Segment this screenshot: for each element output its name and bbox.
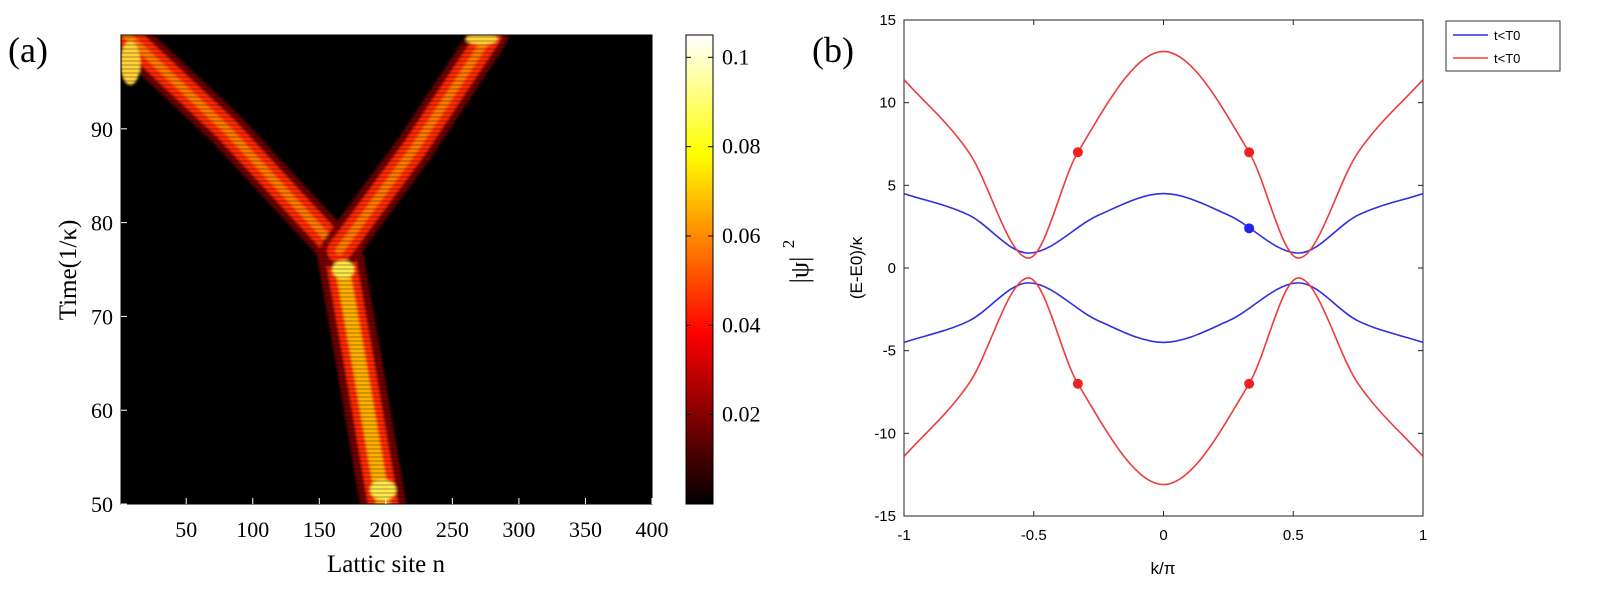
line-plot-markers [1072, 147, 1255, 389]
line-plot-curves [904, 50, 1423, 486]
colorbar-tick-label: 0.06 [722, 223, 761, 248]
heatmap-x-tick-label: 50 [175, 517, 197, 542]
colorbar-tick-label: 0.1 [722, 44, 750, 69]
line-plot-x-axis-label: k/π [1151, 559, 1176, 578]
heatmap-y-tick-label: 50 [91, 492, 113, 517]
heatmap-trunk-core [332, 243, 391, 504]
line-plot-y-axis-label: (E-E0)/κ [847, 236, 866, 299]
line-plot-y-ticks: -15 -10 -5 0 5 10 15 [874, 12, 1423, 525]
heatmap-x-tick-label: 200 [369, 517, 402, 542]
heatmap-hotspot [465, 35, 498, 45]
heatmap-y-axis-label: Time(1/κ) [55, 220, 82, 321]
heatmap-hotspot [370, 479, 397, 500]
heatmap-x-ticks: 50 100 150 200 250 300 350 400 [175, 498, 669, 542]
line-plot-x-tick-label: 1 [1419, 527, 1427, 544]
band-curve-3 [904, 277, 1423, 486]
colorbar-label-text: |ψ| [785, 257, 814, 284]
band-marker [1244, 147, 1255, 158]
heatmap-hotspot [121, 41, 141, 86]
heatmap-y-tick-label: 60 [91, 398, 113, 423]
heatmap-y-tick-label: 80 [91, 211, 113, 236]
heatmap-x-tick-label: 400 [636, 517, 669, 542]
line-plot-y-tick-label: 0 [888, 260, 896, 277]
heatmap-hotspot [332, 260, 355, 279]
band-marker [1072, 147, 1083, 158]
line-plot-y-tick-label: 10 [879, 95, 896, 112]
band-curve-0 [904, 192, 1423, 254]
heatmap-x-axis-label: Lattic site n [327, 551, 446, 578]
line-plot-x-tick-label: 0.5 [1283, 527, 1304, 544]
heatmap-y-ticks: 50 60 70 80 90 [91, 117, 127, 517]
legend-box [1445, 20, 1561, 72]
legend-entry-red-label: t<T0 [1494, 51, 1520, 66]
colorbar-label: |ψ| 2 [779, 240, 814, 284]
heatmap-frame [120, 34, 653, 505]
line-plot-y-tick-label: -15 [874, 508, 896, 525]
line-plot-y-tick-label: 5 [888, 177, 896, 194]
band-marker [1244, 378, 1255, 389]
heatmap-y-tick-label: 70 [91, 304, 113, 329]
panel-a-label: (a) [8, 30, 48, 70]
band-marker [1244, 223, 1255, 234]
heatmap-x-tick-label: 150 [303, 517, 336, 542]
colorbar-ticks: 0.02 0.04 0.06 0.08 0.1 [686, 44, 761, 427]
heatmap-x-tick-label: 300 [502, 517, 535, 542]
panel-b-label: (b) [812, 30, 854, 70]
panel-a: (a) 50 100 150 200 250 300 350 400 50 60 70 80 90 L… [8, 30, 814, 578]
colorbar-label-exponent: 2 [779, 240, 798, 249]
colorbar-tick-label: 0.04 [722, 312, 761, 337]
heatmap-left-branch-core [122, 35, 344, 255]
legend-entry-blue-label: t<T0 [1494, 28, 1520, 43]
colorbar-tick-label: 0.02 [722, 402, 761, 427]
band-curve-1 [904, 282, 1423, 344]
line-plot-x-tick-label: 0 [1159, 527, 1167, 544]
line-plot-y-tick-label: -5 [883, 343, 896, 360]
heatmap-x-tick-label: 250 [436, 517, 469, 542]
line-plot-x-tick-label: -0.5 [1021, 527, 1047, 544]
band-marker [1072, 378, 1083, 389]
colorbar [685, 34, 714, 505]
colorbar-tick-label: 0.08 [722, 134, 761, 159]
line-plot-y-tick-label: 15 [879, 12, 896, 29]
legend: t<T0 t<T0 [1445, 20, 1561, 72]
heatmap-stripes [121, 36, 652, 502]
line-plot-y-tick-label: -10 [874, 425, 896, 442]
line-plot-x-ticks: -1 -0.5 0 0.5 1 [897, 20, 1427, 544]
heatmap-right-branch-core [335, 35, 494, 255]
heatmap-x-tick-label: 350 [569, 517, 602, 542]
heatmap-y-tick-label: 90 [91, 117, 113, 142]
heatmap-x-tick-label: 100 [236, 517, 269, 542]
line-plot-x-tick-label: -1 [897, 527, 910, 544]
band-curve-2 [904, 50, 1423, 259]
panel-b: (b) -1 -0.5 0 0.5 1 -15 -10 -5 0 5 10 15 k/π (E-E0… [812, 12, 1561, 578]
heatmap-features [121, 35, 509, 504]
line-plot-frame [903, 19, 1424, 517]
